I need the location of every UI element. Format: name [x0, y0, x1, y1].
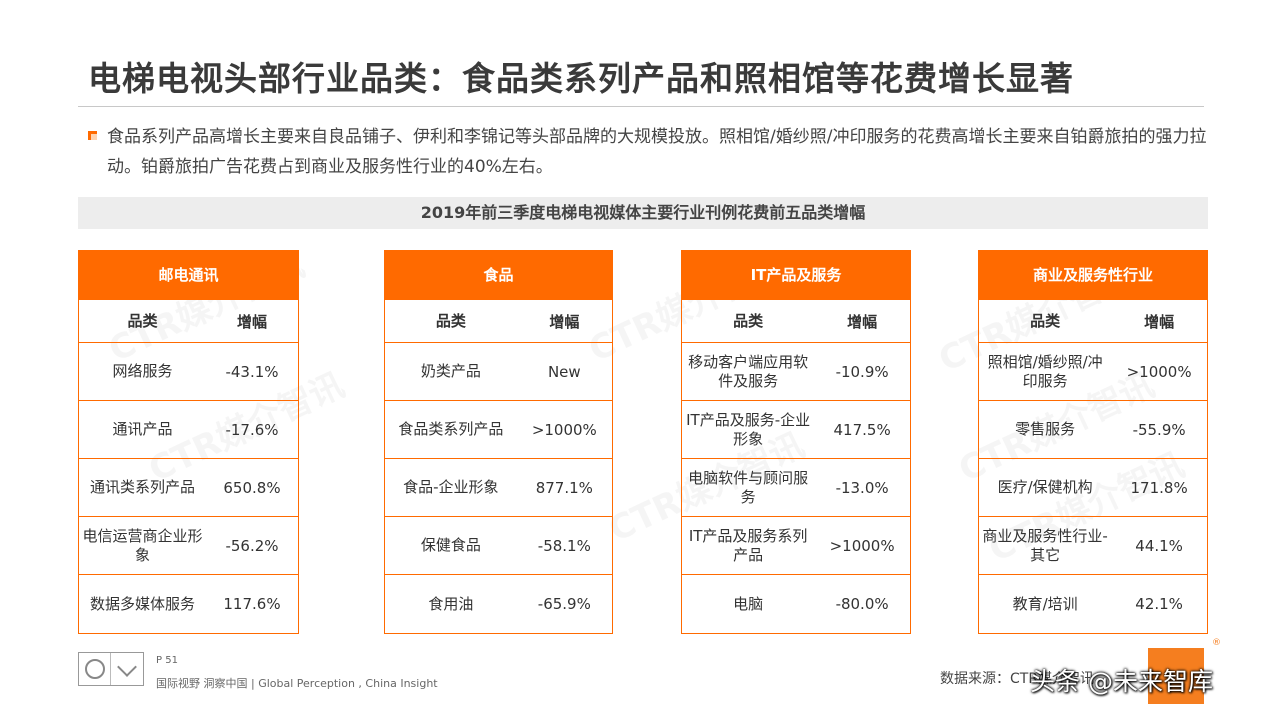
row-category: 医疗/保健机构: [997, 478, 1093, 496]
table-row: 食用油 -65.9%: [385, 575, 612, 633]
row-growth: 417.5%: [833, 420, 891, 439]
table-row: 电信运营商企业形象 -56.2%: [79, 517, 298, 575]
table-row: 食品-企业形象 877.1%: [385, 459, 612, 517]
row-category: 食用油: [428, 594, 474, 613]
row-category: 奶类产品: [420, 362, 481, 380]
row-category: 电脑: [733, 594, 764, 613]
table-row: 电脑 -80.0%: [682, 575, 910, 633]
row-growth: -13.0%: [835, 478, 889, 497]
table-header: 邮电通讯: [79, 251, 298, 300]
table-header: 食品: [385, 251, 612, 300]
brand-logo-icon: [1148, 648, 1204, 704]
table-column-headers: 品类 增幅: [79, 300, 298, 343]
page-title: 电梯电视头部行业品类：食品类系列产品和照相馆等花费增长显著: [88, 59, 1074, 98]
column-category: 品类: [127, 311, 158, 330]
column-category: 品类: [733, 311, 764, 330]
table-row: 移动客户端应用软件及服务 -10.9%: [682, 343, 910, 401]
row-growth: >1000%: [531, 420, 597, 439]
row-growth: 650.8%: [223, 478, 281, 497]
footer-slogan: 国际视野 洞察中国 | Global Perception , China In…: [156, 677, 438, 690]
column-growth: 增幅: [236, 312, 267, 331]
table-row: 电脑软件与顾问服务 -13.0%: [682, 459, 910, 517]
table-row: 通讯产品 -17.6%: [79, 401, 298, 459]
row-growth: -65.9%: [537, 595, 591, 613]
row-growth: -55.9%: [1132, 420, 1186, 439]
page-number: P 51: [156, 655, 178, 666]
row-category: 电信运营商企业形象: [82, 526, 203, 564]
row-growth: >1000%: [829, 536, 895, 555]
column-growth: 增幅: [1144, 312, 1175, 331]
row-category: 教育/培训: [1012, 594, 1078, 613]
bullet-square-icon: [88, 131, 97, 140]
certification-seal-icon: [79, 653, 111, 685]
title-divider: [78, 106, 1204, 107]
row-category: 零售服务: [1015, 420, 1076, 438]
row-growth: -10.9%: [835, 362, 889, 381]
table-food: 食品 品类 增幅 奶类产品 New 食品类系列产品 >1000% 食品-企业形象 87…: [384, 250, 613, 634]
row-category: 通讯产品: [112, 420, 173, 438]
row-category: IT产品及服务-企业形象: [686, 410, 811, 448]
row-growth: -17.6%: [225, 420, 279, 439]
table-row: 教育/培训 42.1%: [979, 575, 1207, 633]
data-source: 数据来源：CTR媒介智讯: [940, 671, 1095, 687]
certification-logo: [78, 652, 144, 686]
row-growth: -80.0%: [835, 595, 889, 613]
row-growth: -58.1%: [537, 536, 591, 555]
row-growth: -56.2%: [225, 536, 279, 555]
table-header: 商业及服务性行业: [979, 251, 1207, 300]
table-column-headers: 品类 增幅: [385, 300, 612, 343]
row-category: 移动客户端应用软件及服务: [688, 352, 809, 390]
table-row: 零售服务 -55.9%: [979, 401, 1207, 459]
table-row: 保健食品 -58.1%: [385, 517, 612, 575]
column-growth: 增幅: [549, 312, 580, 331]
row-category: 保健食品: [420, 536, 481, 554]
row-growth: 117.6%: [223, 595, 281, 613]
certification-check-icon: [111, 653, 143, 685]
table-business-services: 商业及服务性行业 品类 增幅 照相馆/婚纱照/冲印服务 >1000% 零售服务 -5…: [978, 250, 1208, 634]
table-header: IT产品及服务: [682, 251, 910, 300]
row-category: 照相馆/婚纱照/冲印服务: [987, 352, 1103, 390]
row-category: 食品-企业形象: [403, 478, 499, 496]
row-category: 商业及服务性行业-其它: [982, 526, 1108, 564]
row-category: 网络服务: [112, 362, 173, 380]
row-growth: 44.1%: [1135, 536, 1183, 555]
row-growth: New: [547, 362, 581, 381]
row-growth: -43.1%: [225, 362, 279, 381]
table-subtitle: 2019年前三季度电梯电视媒体主要行业刊例花费前五品类增幅: [78, 197, 1208, 229]
row-category: 数据多媒体服务: [90, 594, 196, 613]
table-column-headers: 品类 增幅: [979, 300, 1207, 343]
row-growth: >1000%: [1126, 362, 1192, 381]
table-column-headers: 品类 增幅: [682, 300, 910, 343]
watermark-overlay: 头条 @未来智库: [1030, 667, 1213, 696]
row-growth: 171.8%: [1130, 478, 1188, 497]
row-category: 电脑软件与顾问服务: [688, 468, 809, 506]
table-row: 通讯类系列产品 650.8%: [79, 459, 298, 517]
table-row: 奶类产品 New: [385, 343, 612, 401]
row-category: IT产品及服务系列产品: [688, 526, 808, 564]
table-row: 网络服务 -43.1%: [79, 343, 298, 401]
table-row: 照相馆/婚纱照/冲印服务 >1000%: [979, 343, 1207, 401]
row-growth: 42.1%: [1135, 595, 1183, 613]
column-growth: 增幅: [847, 312, 878, 331]
table-row: 医疗/保健机构 171.8%: [979, 459, 1207, 517]
row-category: 食品类系列产品: [398, 420, 504, 438]
row-category: 通讯类系列产品: [90, 478, 196, 496]
table-row: IT产品及服务-企业形象 417.5%: [682, 401, 910, 459]
intro-paragraph: 食品系列产品高增长主要来自良品铺子、伊利和李锦记等头部品牌的大规模投放。照相馆/…: [107, 127, 1207, 177]
table-postal-telecom: 邮电通讯 品类 增幅 网络服务 -43.1% 通讯产品 -17.6% 通讯类系列产品…: [78, 250, 299, 634]
table-it-products: IT产品及服务 品类 增幅 移动客户端应用软件及服务 -10.9% IT产品及服务…: [681, 250, 911, 634]
registered-mark: ®: [1212, 638, 1221, 648]
column-category: 品类: [435, 311, 466, 330]
table-row: 食品类系列产品 >1000%: [385, 401, 612, 459]
column-category: 品类: [1030, 311, 1061, 330]
table-row: IT产品及服务系列产品 >1000%: [682, 517, 910, 575]
row-growth: 877.1%: [535, 478, 593, 497]
table-row: 数据多媒体服务 117.6%: [79, 575, 298, 633]
table-row: 商业及服务性行业-其它 44.1%: [979, 517, 1207, 575]
